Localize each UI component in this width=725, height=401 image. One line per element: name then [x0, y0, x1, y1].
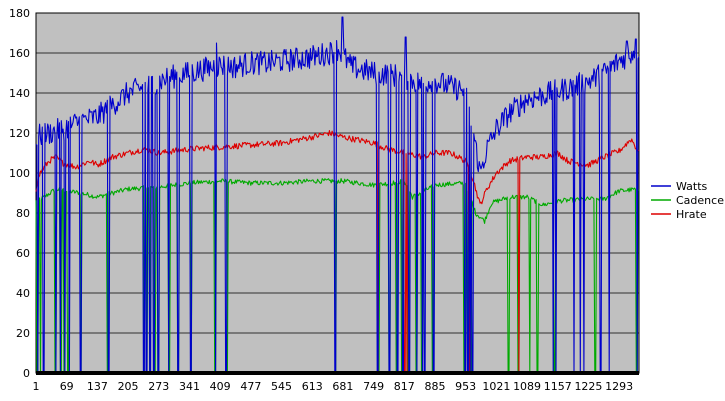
x-tick-label: 273: [148, 380, 169, 393]
x-tick-label: 953: [455, 380, 476, 393]
series-line-cadence: [35, 178, 640, 374]
x-tick-label: 749: [363, 380, 384, 393]
y-tick-label: 140: [9, 87, 30, 100]
legend-label-cadence: Cadence: [676, 194, 724, 207]
x-tick-label: 885: [424, 380, 445, 393]
grid-lines: [36, 12, 639, 334]
x-tick-label: 409: [210, 380, 231, 393]
x-tick-label: 681: [332, 380, 353, 393]
x-tick-label: 1: [33, 380, 40, 393]
y-tick-label: 40: [16, 287, 30, 300]
x-tick-label: 69: [60, 380, 74, 393]
x-tick-label: 205: [118, 380, 139, 393]
series-line-hrate: [35, 130, 640, 374]
series-line-watts: [35, 16, 640, 374]
plot-area: [35, 12, 640, 374]
y-tick-label: 0: [23, 367, 30, 380]
x-tick-label: 1157: [544, 380, 572, 393]
y-tick-label: 100: [9, 167, 30, 180]
legend-label-watts: Watts: [676, 180, 708, 193]
y-tick-label: 160: [9, 47, 30, 60]
legend-label-hrate: Hrate: [676, 208, 707, 221]
x-tick-label: 1225: [574, 380, 602, 393]
y-tick-label: 60: [16, 247, 30, 260]
x-tick-label: 477: [240, 380, 261, 393]
y-tick-label: 80: [16, 207, 30, 220]
x-tick-label: 613: [302, 380, 323, 393]
x-tick-label: 545: [271, 380, 292, 393]
series-layer: [35, 16, 640, 374]
x-tick-label: 817: [394, 380, 415, 393]
y-tick-label: 120: [9, 127, 30, 140]
x-tick-label: 1021: [482, 380, 510, 393]
x-axis: 1 69 137 205 273 341 409 477 545 613 681 749 817 885 9…: [33, 371, 639, 393]
y-axis: 0 20 40 60 80 100 120 140 160 180: [9, 7, 30, 380]
x-tick-label: 1293: [605, 380, 633, 393]
x-tick-label: 137: [87, 380, 108, 393]
x-tick-label: 1089: [513, 380, 541, 393]
x-tick-label: 341: [179, 380, 200, 393]
y-tick-label: 20: [16, 327, 30, 340]
y-tick-label: 180: [9, 7, 30, 20]
